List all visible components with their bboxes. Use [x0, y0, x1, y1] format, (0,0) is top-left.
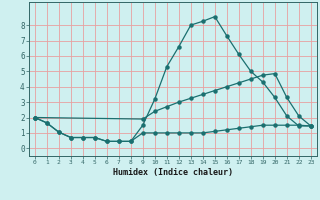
X-axis label: Humidex (Indice chaleur): Humidex (Indice chaleur) — [113, 168, 233, 177]
